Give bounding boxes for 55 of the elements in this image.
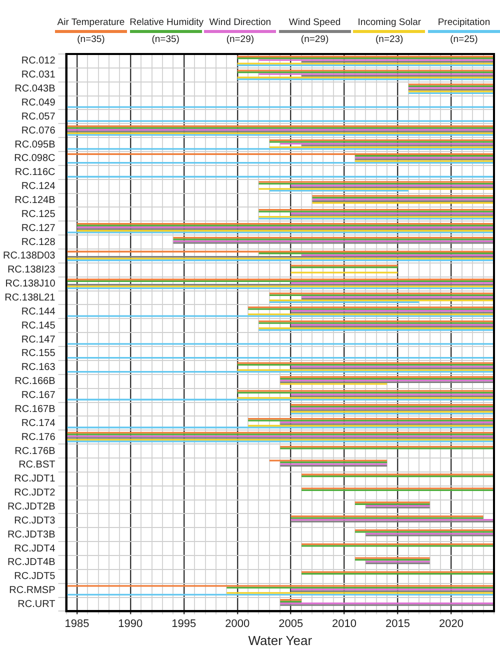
x-tick-label: 2020 <box>438 618 464 630</box>
y-tick-label: RC.144 <box>21 306 56 318</box>
y-tick-label: RC.095B <box>14 139 56 150</box>
y-tick-label: RC.JDT2 <box>14 488 56 499</box>
y-tick-label: RC.012 <box>21 56 56 67</box>
y-tick-label: RC.JDT2B <box>7 501 56 512</box>
series-label: Wind Direction (n=29) <box>208 17 272 46</box>
y-tick-label: RC.049 <box>21 98 56 109</box>
y-tick-label: RC.URT <box>18 598 56 610</box>
y-tick-label: RC.043B <box>14 84 56 95</box>
y-tick-label: RC.076 <box>21 125 56 136</box>
x-tick-label: 1995 <box>172 618 196 630</box>
series-label: Wind Speed (n=29) <box>288 17 342 46</box>
y-tick-label: RC.124B <box>14 195 56 206</box>
y-tick-label: RC.031 <box>21 70 56 81</box>
y-tick-label: RC.JDT4 <box>14 543 56 554</box>
y-tick-label: RC.JDT3B <box>7 529 56 540</box>
y-tick-label: RC.124 <box>21 181 56 192</box>
y-tick-label: RC.057 <box>21 111 56 122</box>
x-tick-label: 1990 <box>118 618 143 630</box>
y-tick-label: RC.JDT3 <box>14 515 56 526</box>
y-tick-label: RC.JDT1 <box>14 474 56 485</box>
text: Air Temperature (n=35) <box>56 17 126 46</box>
y-tick-label: RC.176B <box>14 446 56 457</box>
y-tick-label: RC.166B <box>14 376 56 388</box>
y-tick-label: RC.147 <box>21 334 56 346</box>
y-tick-label: RC.128 <box>21 236 56 248</box>
series-label: Incoming Solar (n=23) <box>356 17 422 46</box>
y-tick-label: RC.BST <box>18 460 56 471</box>
x-tick-label: 2015 <box>386 618 410 630</box>
y-tick-label: RC.167 <box>21 390 56 402</box>
y-tick-label: RC.176 <box>21 432 56 443</box>
y-tick-label: RC.163 <box>21 362 56 374</box>
y-tick-label: RC.098C <box>14 153 56 164</box>
y-tick-label: RC.145 <box>21 320 56 332</box>
y-tick-label: RC.116C <box>14 167 56 178</box>
y-tick-label: RC.138J10 <box>5 278 56 290</box>
y-tick-label: RC.125 <box>21 208 56 220</box>
y-tick-label: RC.RMSP <box>9 585 56 596</box>
x-tick-label: 2010 <box>332 618 357 630</box>
text: Relative Humidity (n=35) <box>130 17 204 46</box>
y-tick-label: RC.174 <box>21 418 56 429</box>
y-tick-label: RC.138L21 <box>4 292 56 304</box>
y-tick-label: RC.127 <box>21 222 56 234</box>
y-tick-label: RC.138I23 <box>7 264 56 276</box>
y-tick-label: RC.JDT5 <box>14 571 56 582</box>
x-tick-label: 2000 <box>225 618 250 630</box>
x-axis-title: Water Year <box>248 632 313 648</box>
x-tick-label: 1985 <box>64 618 90 630</box>
x-tick-label: 2005 <box>278 618 304 630</box>
y-tick-label: RC.155 <box>21 348 56 360</box>
y-tick-label: RC.JDT4B <box>7 557 56 568</box>
text: Precipitation (n=25) <box>436 17 492 46</box>
y-tick-label: RC.167B <box>14 404 56 415</box>
y-tick-label: RC.138D03 <box>2 250 56 262</box>
